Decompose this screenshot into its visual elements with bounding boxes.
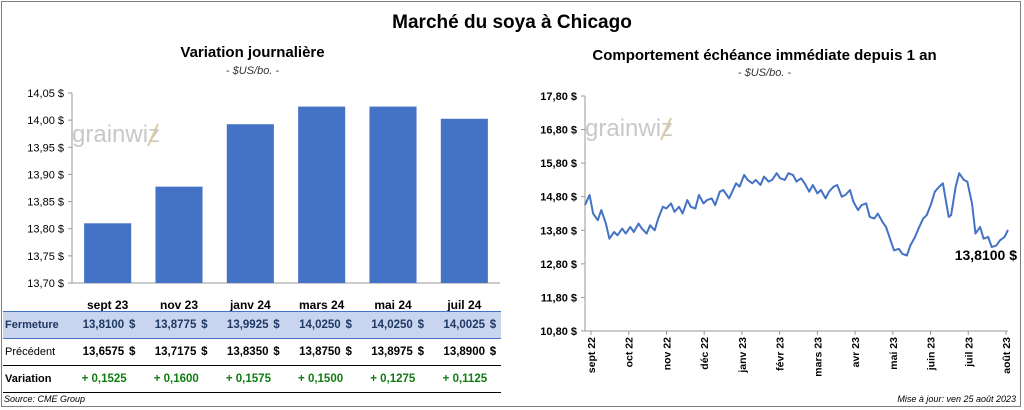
table-cell: 14,0025 $ — [428, 311, 501, 339]
left-ytick-label: 13,90 $ — [27, 169, 64, 181]
table-cell: 13,6575 $ — [68, 338, 141, 366]
left-ytick-label: 13,75 $ — [27, 251, 64, 263]
right-xtick-label: déc 22 — [699, 337, 711, 370]
table-cell: 14,0250 $ — [284, 311, 357, 339]
update-note: Mise à jour: ven 25 août 2023 — [897, 394, 1016, 404]
bar — [298, 106, 346, 283]
last-value-label: 13,8100 $ — [955, 247, 1017, 263]
right-ytick-label: 12,80 $ — [540, 259, 577, 271]
left-chart-unit: - $US/bo. - — [225, 65, 280, 77]
table-cell: + 0,1600 — [140, 365, 213, 393]
left-ytick-label: 13,95 $ — [27, 142, 64, 154]
right-ytick-label: 15,80 $ — [540, 158, 577, 170]
price-table: Fermeture 13,8100 $13,8775 $13,9925 $14,0250… — [3, 311, 501, 393]
table-cell: 13,8900 $ — [428, 338, 501, 366]
left-xtick-label: janv 24 — [229, 298, 271, 312]
right-ytick-label: 11,80 $ — [541, 292, 577, 304]
right-xtick-label: sept 22 — [586, 337, 598, 373]
right-xtick-label: nov 22 — [661, 337, 673, 370]
watermark-stalk — [147, 123, 159, 147]
bar — [155, 186, 203, 283]
left-ytick-label: 14,00 $ — [27, 115, 64, 127]
right-chart-title: Comportement échéance immédiate depuis 1… — [592, 47, 937, 64]
watermark-text: grainwiz — [585, 115, 673, 142]
right-xtick-label: avr 23 — [850, 337, 862, 368]
right-xtick-label: mars 23 — [812, 337, 824, 377]
right-xtick-label: janv 23 — [737, 337, 749, 374]
left-x-labels: sept 23 nov 23 janv 24 mars 24 mai 24 juil 24 — [87, 298, 482, 312]
right-xtick-label: oct 22 — [624, 337, 636, 368]
left-ytick-label: 13,70 $ — [27, 278, 64, 290]
table-cell: + 0,1500 — [284, 365, 357, 393]
table-cell: + 0,1275 — [356, 365, 429, 393]
right-ytick-label: 10,80 $ — [540, 326, 577, 338]
right-xtick-label: août 23 — [1001, 337, 1013, 374]
right-ytick-label: 13,80 $ — [540, 225, 577, 237]
table-cell: 13,8100 $ — [68, 311, 141, 339]
right-ytick-label: 17,80 $ — [540, 91, 577, 103]
right-ytick-label: 14,80 $ — [540, 192, 577, 204]
row-label: Précédent — [3, 338, 69, 366]
left-xtick-label: juil 24 — [446, 298, 481, 312]
bar — [226, 124, 274, 283]
left-xtick-label: mai 24 — [374, 298, 412, 312]
table-cell: 14,0250 $ — [356, 311, 429, 339]
left-bar-chart: grainwiz 13,70 $13,75 $13,80 $13,85 $13,… — [27, 88, 500, 312]
series-line — [584, 172, 1009, 257]
left-xtick-label: sept 23 — [87, 298, 129, 312]
right-xtick-label: févr 23 — [775, 337, 787, 371]
bar — [369, 106, 417, 283]
watermark-text: grainwiz — [72, 121, 160, 148]
table-cell: + 0,1525 — [68, 365, 141, 393]
right-line-chart: grainwiz 10,80 $ 11,80 $ 12,80 $ 13,80 $ 14,… — [540, 91, 1017, 377]
right-ytick-label: 16,80 $ — [540, 125, 577, 137]
watermark-stalk — [660, 117, 672, 141]
right-xtick-label: juil 23 — [963, 337, 975, 368]
left-chart-title: Variation journalière — [180, 44, 325, 61]
left-ytick-label: 14,05 $ — [27, 88, 64, 100]
left-ytick-label: 13,85 $ — [27, 197, 64, 209]
table-cell: 13,7175 $ — [140, 338, 213, 366]
source-note: Source: CME Group — [4, 394, 86, 404]
bar — [84, 223, 132, 283]
table-cell: 13,8975 $ — [356, 338, 429, 366]
row-label: Variation — [3, 365, 69, 393]
bar — [440, 118, 488, 284]
right-watermark: grainwiz — [585, 115, 673, 142]
left-xtick-label: mars 24 — [299, 298, 345, 312]
left-ytick-label: 13,80 $ — [27, 224, 64, 236]
table-cell: + 0,1125 — [428, 365, 501, 393]
table-row: Précédent 13,6575 $13,7175 $13,8350 $13,8750… — [3, 338, 501, 366]
table-cell: 13,8350 $ — [212, 338, 285, 366]
right-xtick-label: juin 23 — [926, 337, 938, 371]
row-label: Fermeture — [3, 311, 69, 339]
right-series: 13,8100 $ — [584, 172, 1017, 263]
main-title: Marché du soya à Chicago — [392, 12, 632, 33]
right-y-axis: 10,80 $ 11,80 $ 12,80 $ 13,80 $ 14,80 $ 15,80… — [540, 91, 1008, 338]
table-cell: 13,8750 $ — [284, 338, 357, 366]
table-cell: + 0,1575 — [212, 365, 285, 393]
right-x-labels: sept 22 oct 22 nov 22 déc 22 janv 23 févr 23 m… — [586, 331, 1013, 377]
table-row: Fermeture 13,8100 $13,8775 $13,9925 $14,0250… — [3, 311, 501, 339]
table-cell: 13,9925 $ — [212, 311, 285, 339]
table-cell: 13,8775 $ — [140, 311, 213, 339]
right-chart-unit: - $US/bo. - — [737, 67, 792, 79]
right-xtick-label: mai 23 — [888, 337, 900, 370]
left-xtick-label: nov 23 — [160, 298, 198, 312]
table-row: Variation + 0,1525 + 0,1600 + 0,1575 + 0,150… — [3, 365, 501, 393]
left-bars — [84, 106, 488, 284]
left-y-axis: 13,70 $ 13,75 $ 13,80 $ 13,85 $ 13,90 $ 13,95… — [27, 88, 500, 290]
left-watermark: grainwiz — [72, 121, 160, 148]
